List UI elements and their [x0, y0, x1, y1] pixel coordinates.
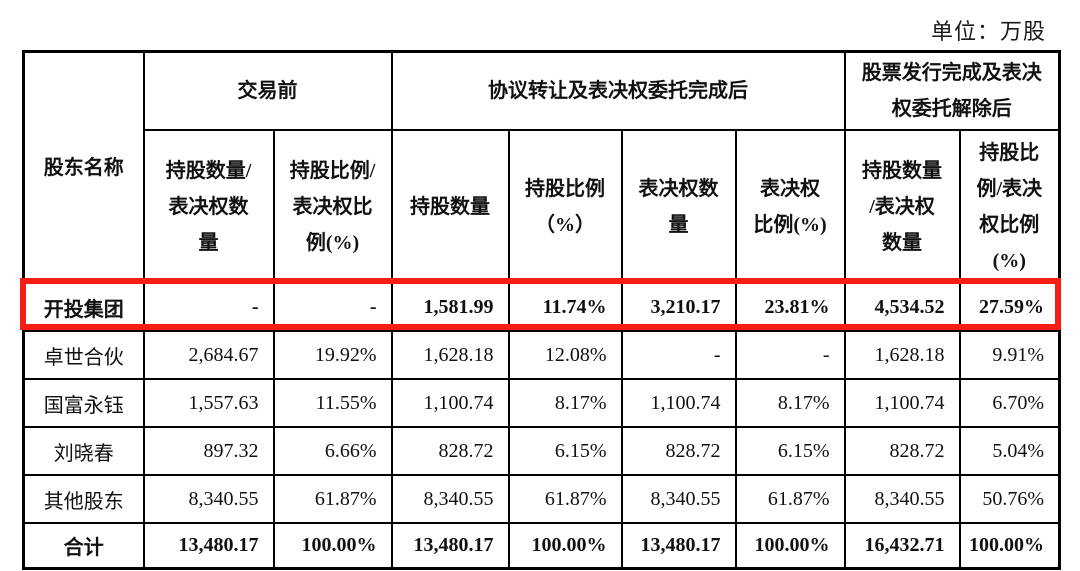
value-cell: 5.04%	[958, 426, 1061, 476]
shareholder-name: 其他股东	[22, 474, 145, 524]
shareholder-name: 开投集团	[22, 282, 145, 332]
value-cell: 61.87%	[272, 474, 393, 524]
value-cell: 6.66%	[272, 426, 393, 476]
unit-label: 单位：万股	[930, 19, 1046, 44]
value-cell: 4,534.52	[843, 282, 961, 332]
value-cell: 100.00%	[734, 522, 846, 569]
table-row-kaitou-group: 开投集团 - - 1,581.99 11.74% 3,210.17 23.81%…	[22, 282, 1061, 332]
value-cell: 2,684.67	[142, 330, 275, 380]
value-cell: 1,557.63	[142, 378, 275, 428]
value-cell: 9.91%	[958, 330, 1061, 380]
value-cell: 61.87%	[507, 474, 623, 524]
corner-header-shareholder-name: 股东名称	[22, 50, 145, 284]
value-cell: 828.72	[620, 426, 737, 476]
value-cell: 50.76%	[958, 474, 1061, 524]
value-cell: 19.92%	[272, 330, 393, 380]
group-header-after-issue-release: 股票发行完成及表决 权委托解除后	[843, 50, 1061, 131]
value-cell: -	[272, 282, 393, 332]
table-row-liu-xiaochun: 刘晓春 897.32 6.66% 828.72 6.15% 828.72 6.1…	[22, 426, 1061, 476]
subheader-shares-voting-pct-final: 持股比 例/表决 权比例 (%)	[958, 129, 1061, 284]
value-cell: 6.15%	[507, 426, 623, 476]
value-cell: 8.17%	[507, 378, 623, 428]
value-cell: 8,340.55	[142, 474, 275, 524]
shareholder-name: 卓世合伙	[22, 330, 145, 380]
table-row-guofu-yongyu: 国富永钰 1,557.63 11.55% 1,100.74 8.17% 1,10…	[22, 378, 1061, 428]
value-cell: 8,340.55	[390, 474, 510, 524]
value-cell: -	[142, 282, 275, 332]
value-cell: 897.32	[142, 426, 275, 476]
value-cell: 11.55%	[272, 378, 393, 428]
group-header-after-transfer-delegation: 协议转让及表决权委托完成后	[390, 50, 846, 131]
value-cell: 13,480.17	[142, 522, 275, 569]
value-cell: 8,340.55	[843, 474, 961, 524]
value-cell: 100.00%	[272, 522, 393, 569]
value-cell: 100.00%	[507, 522, 623, 569]
subheader-voting-pct-after: 表决权 比例(%)	[734, 129, 846, 284]
subheader-voting-qty-after: 表决权数 量	[620, 129, 737, 284]
shareholder-name: 刘晓春	[22, 426, 145, 476]
subheader-shares-pct-after: 持股比例 （%）	[507, 129, 623, 284]
subheader-shares-voting-pct-before: 持股比例/ 表决权比 例(%)	[272, 129, 393, 284]
shareholding-table: 股东名称 交易前 协议转让及表决权委托完成后 股票发行完成及表决 权委托解除后 …	[22, 50, 1061, 570]
value-cell: 1,628.18	[843, 330, 961, 380]
value-cell: 828.72	[843, 426, 961, 476]
value-cell: 61.87%	[734, 474, 846, 524]
subheader-shares-voting-qty-final: 持股数量 /表决权 数量	[843, 129, 961, 284]
value-cell: 13,480.17	[390, 522, 510, 569]
value-cell: 13,480.17	[620, 522, 737, 569]
value-cell: 100.00%	[958, 522, 1061, 569]
group-header-before-transaction: 交易前	[142, 50, 393, 131]
value-cell: 1,100.74	[620, 378, 737, 428]
value-cell: 23.81%	[734, 282, 846, 332]
table-row-zhuoshi-partnership: 卓世合伙 2,684.67 19.92% 1,628.18 12.08% - -…	[22, 330, 1061, 380]
shareholder-name: 国富永钰	[22, 378, 145, 428]
subheader-shares-qty-after: 持股数量	[390, 129, 510, 284]
value-cell: 1,100.74	[390, 378, 510, 428]
value-cell: 8,340.55	[620, 474, 737, 524]
value-cell: 12.08%	[507, 330, 623, 380]
total-label: 合计	[22, 522, 145, 569]
value-cell: 1,100.74	[843, 378, 961, 428]
value-cell: 27.59%	[958, 282, 1061, 332]
value-cell: 1,581.99	[390, 282, 510, 332]
value-cell: 11.74%	[507, 282, 623, 332]
value-cell: 8.17%	[734, 378, 846, 428]
value-cell: 16,432.71	[843, 522, 961, 569]
value-cell: 1,628.18	[390, 330, 510, 380]
value-cell: 6.70%	[958, 378, 1061, 428]
value-cell: 6.15%	[734, 426, 846, 476]
group-header-row: 股东名称 交易前 协议转让及表决权委托完成后 股票发行完成及表决 权委托解除后	[22, 50, 1061, 284]
value-cell: 3,210.17	[620, 282, 737, 332]
subheader-shares-voting-qty-before: 持股数量/ 表决权数 量	[142, 129, 275, 284]
table-row-other-shareholders: 其他股东 8,340.55 61.87% 8,340.55 61.87% 8,3…	[22, 474, 1061, 524]
value-cell: -	[734, 330, 846, 380]
value-cell: 828.72	[390, 426, 510, 476]
table-row-total: 合计 13,480.17 100.00% 13,480.17 100.00% 1…	[22, 522, 1061, 569]
value-cell: -	[620, 330, 737, 380]
sub-header-row: 持股数量/ 表决权数 量 持股比例/ 表决权比 例(%) 持股数量 持股比例 （…	[24, 129, 1061, 284]
